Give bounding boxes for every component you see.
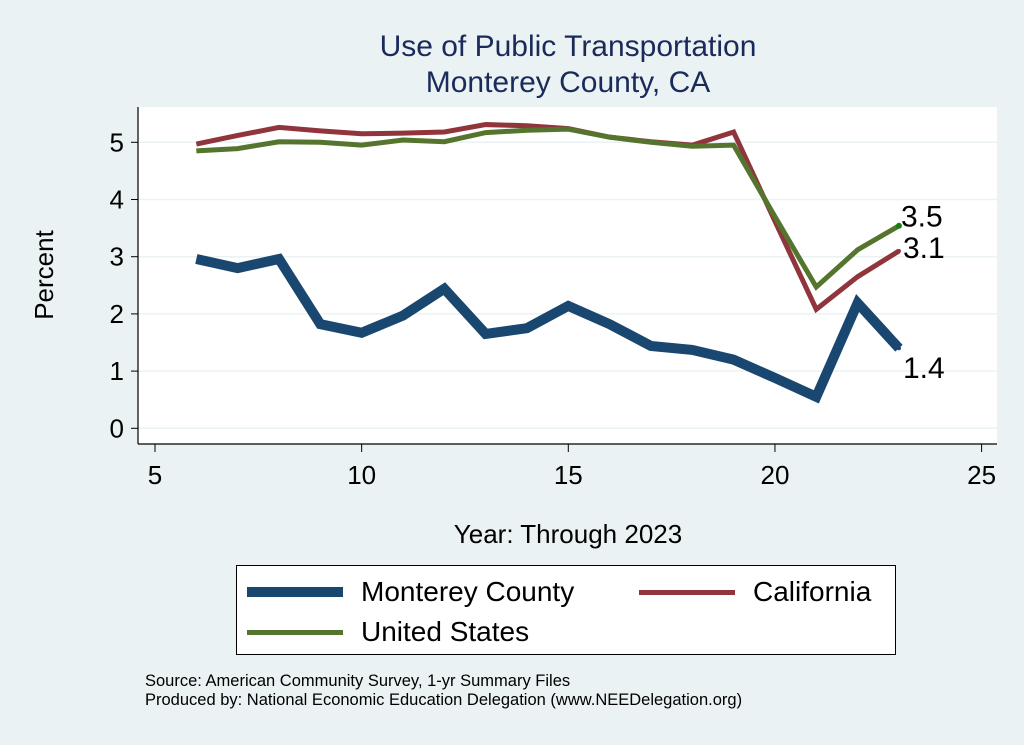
- legend: Monterey County California United States: [236, 565, 896, 655]
- y-tick-label: 2: [110, 299, 124, 329]
- end-marker: [896, 248, 901, 253]
- legend-label: United States: [361, 616, 530, 647]
- chart-subtitle: Monterey County, CA: [425, 66, 711, 99]
- x-axis-label: Year: Through 2023: [454, 519, 682, 549]
- end-marker: [895, 222, 902, 229]
- x-tick-label: 10: [347, 460, 376, 490]
- end-value-label: 3.1: [903, 232, 945, 265]
- legend-item-us: United States: [247, 616, 529, 648]
- produced-note: Produced by: National Economic Education…: [145, 691, 743, 709]
- source-note: Source: American Community Survey, 1-yr …: [145, 672, 571, 690]
- legend-item-california: California: [639, 576, 871, 608]
- x-tick-label: 20: [760, 460, 789, 490]
- plot-area: [138, 107, 997, 444]
- chart-title: Use of Public Transportation: [379, 30, 757, 63]
- y-tick-label: 3: [110, 242, 124, 272]
- x-tick-label: 5: [148, 460, 162, 490]
- y-axis-label: Percent: [29, 229, 59, 319]
- series-line-united-states: [196, 126, 901, 291]
- legend-swatch: [639, 589, 735, 595]
- series-line-monterey-county: [195, 253, 903, 404]
- y-tick-label: 4: [110, 185, 124, 215]
- y-tick-label: 5: [110, 127, 124, 157]
- legend-swatch: [247, 587, 343, 597]
- series-line-california: [195, 122, 901, 314]
- end-marker: [896, 346, 901, 351]
- y-tick-label: 0: [110, 413, 124, 443]
- legend-label: California: [753, 576, 872, 607]
- legend-label: Monterey County: [361, 576, 575, 607]
- legend-item-monterey: Monterey County: [247, 576, 574, 608]
- x-tick-label: 15: [554, 460, 583, 490]
- legend-swatch: [247, 629, 343, 635]
- x-tick-label: 25: [967, 460, 996, 490]
- end-value-label: 1.4: [903, 352, 945, 385]
- y-tick-label: 1: [110, 356, 124, 386]
- end-value-label: 3.5: [901, 201, 943, 234]
